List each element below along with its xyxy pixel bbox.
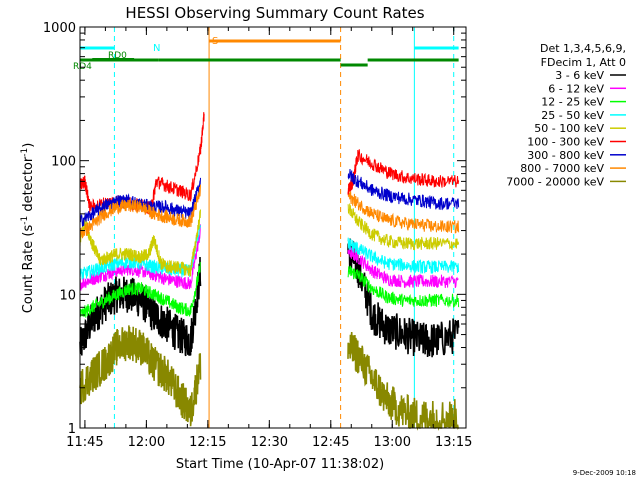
saa-label: S (212, 36, 218, 47)
series-layer (79, 112, 460, 431)
x-axis: 11:45 12:00 12:15 12:30 12:45 13:00 13:15 (66, 27, 472, 450)
series-line (79, 203, 460, 277)
legend-entry-label: 300 - 800 keV (527, 149, 604, 162)
legend: Det 1,3,4,5,6,9, FDecim 1, Att 0 3 - 6 k… (506, 42, 626, 188)
plot-frame (79, 26, 467, 429)
legend-entry-label: 7000 - 20000 keV (506, 175, 604, 188)
y-axis: 1 10 100 1000 (43, 21, 466, 437)
series-line (79, 168, 460, 227)
x-tick-label: 12:30 (251, 435, 288, 450)
series-line (79, 184, 460, 240)
x-tick-label: 12:15 (189, 435, 226, 450)
series-line (79, 112, 460, 216)
legend-entry-label: 100 - 300 keV (527, 136, 604, 149)
footer-date: 9-Dec-2009 10:18 (573, 469, 636, 477)
legend-entry-label: 50 - 100 keV (534, 122, 604, 135)
chart-title: HESSI Observing Summary Count Rates (125, 4, 424, 22)
x-tick-label: 13:15 (435, 435, 472, 450)
legend-entry-label: 800 - 7000 keV (520, 162, 604, 175)
legend-entry-label: 6 - 12 keV (548, 82, 604, 95)
y-tick-label: 1 (68, 422, 76, 437)
y-tick-label: 1000 (43, 21, 76, 36)
x-tick-label: 13:00 (374, 435, 411, 450)
night-label: N (153, 43, 160, 54)
x-tick-label: 11:45 (66, 435, 103, 450)
y-tick-label: 100 (51, 155, 76, 170)
legend-header-line2: FDecim 1, Att 0 (541, 56, 626, 69)
x-axis-label: Start Time (10-Apr-07 11:38:02) (176, 457, 384, 472)
legend-entry-label: 3 - 6 keV (555, 69, 604, 82)
rd0-label: RD0 (108, 51, 127, 61)
x-tick-label: 12:00 (128, 435, 165, 450)
y-axis-label: Count Rate (s-1 detector-1) (20, 143, 36, 314)
y-tick-label: 10 (59, 288, 76, 303)
x-tick-label: 12:45 (312, 435, 349, 450)
legend-entry-label: 12 - 25 keV (541, 96, 604, 109)
legend-header-line1: Det 1,3,4,5,6,9, (540, 42, 626, 55)
series-line (79, 261, 460, 318)
series-line (79, 325, 460, 431)
legend-entry-label: 25 - 50 keV (541, 109, 604, 122)
